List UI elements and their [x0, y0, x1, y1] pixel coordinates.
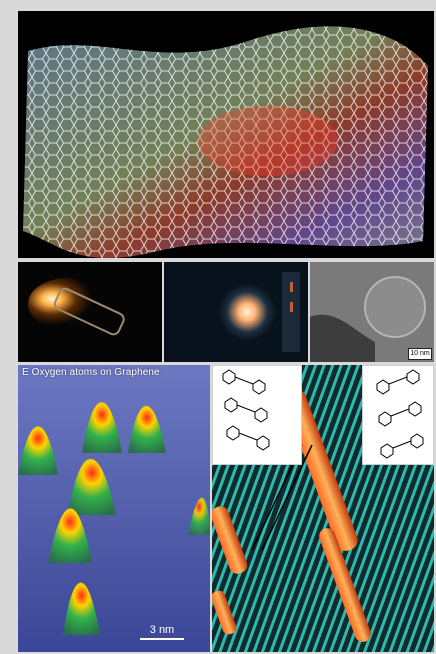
lamp-glow-drawing-2 — [164, 262, 308, 362]
scale-bar-3nm — [140, 638, 184, 640]
scale-label-10nm: 10 nm — [410, 350, 430, 357]
lamp-glow-drawing-1 — [18, 262, 162, 362]
stm-image — [212, 365, 434, 652]
molecule-structure-right — [363, 366, 433, 464]
graphene-sheet-image — [18, 11, 434, 258]
molecule-inset-left — [212, 365, 302, 465]
lamp-glow-image-1 — [18, 262, 162, 362]
oxygen-atoms-image: E Oxygen atoms on Graphene 3 nm — [18, 365, 210, 652]
scale-label-3nm: 3 nm — [149, 624, 175, 636]
molecule-structure-left — [213, 366, 301, 464]
tem-image: 10 nm — [310, 262, 434, 362]
molecule-inset-right — [362, 365, 434, 465]
graphene-sheet-drawing — [18, 11, 434, 258]
scale-bar-10nm — [408, 348, 432, 360]
oxygen-peaks-drawing — [18, 365, 210, 652]
lamp-glow-image-2 — [164, 262, 308, 362]
tem-drawing — [310, 262, 434, 362]
oxygen-panel-title: E Oxygen atoms on Graphene — [22, 367, 160, 378]
